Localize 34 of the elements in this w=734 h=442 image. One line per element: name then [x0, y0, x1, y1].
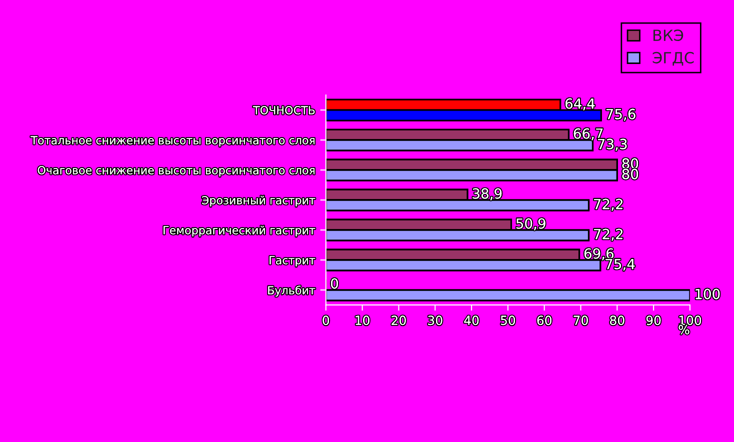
x-tick-label: 10 [356, 316, 370, 326]
y-tick-label: Бульбит [268, 286, 316, 297]
data-label: 66,7 [574, 128, 603, 140]
data-label: 80 [622, 168, 638, 180]
x-tick-label: 40 [464, 316, 479, 326]
x-tick-label: 30 [428, 316, 442, 326]
data-label: 38,9 [472, 188, 502, 200]
x-tick-label: 80 [610, 316, 624, 326]
x-tick-label: 60 [537, 316, 552, 326]
data-label: 69,6 [584, 248, 614, 260]
y-tick-label: Гастрит [270, 256, 316, 267]
data-label: 75,4 [606, 258, 635, 271]
data-label: 0 [330, 278, 338, 289]
x-tick-label: 0 [322, 316, 330, 326]
y-tick-label: Геморрагический гастрит [164, 226, 316, 237]
data-label: 50,9 [516, 218, 546, 230]
y-tick-label: Очаговое снижение высоты ворсинчатого слоя [38, 166, 315, 177]
data-label: 72,2 [594, 228, 622, 241]
legend-label: ВКЭ [653, 29, 684, 42]
x-tick-label: 90 [646, 316, 661, 326]
x-axis-title: % [678, 324, 690, 334]
x-tick-label: 50 [500, 316, 516, 326]
data-label: 64,4 [565, 98, 595, 110]
data-label: 73,3 [598, 138, 627, 151]
x-tick-label: 70 [574, 316, 588, 326]
data-label: 75,6 [606, 108, 636, 121]
data-label: 100 [696, 288, 720, 300]
x-tick-label: 100 [679, 316, 702, 326]
x-tick-label: 20 [392, 316, 406, 326]
y-tick-label: Тотальное снижение высоты ворсинчатого слоя [30, 136, 315, 147]
data-label: 72,2 [594, 198, 622, 211]
y-tick-label: ТОЧНОСТЬ [253, 106, 315, 114]
legend-label: ЭГДС [652, 52, 694, 66]
y-tick-label: Эрозивный гастрит [202, 196, 316, 207]
